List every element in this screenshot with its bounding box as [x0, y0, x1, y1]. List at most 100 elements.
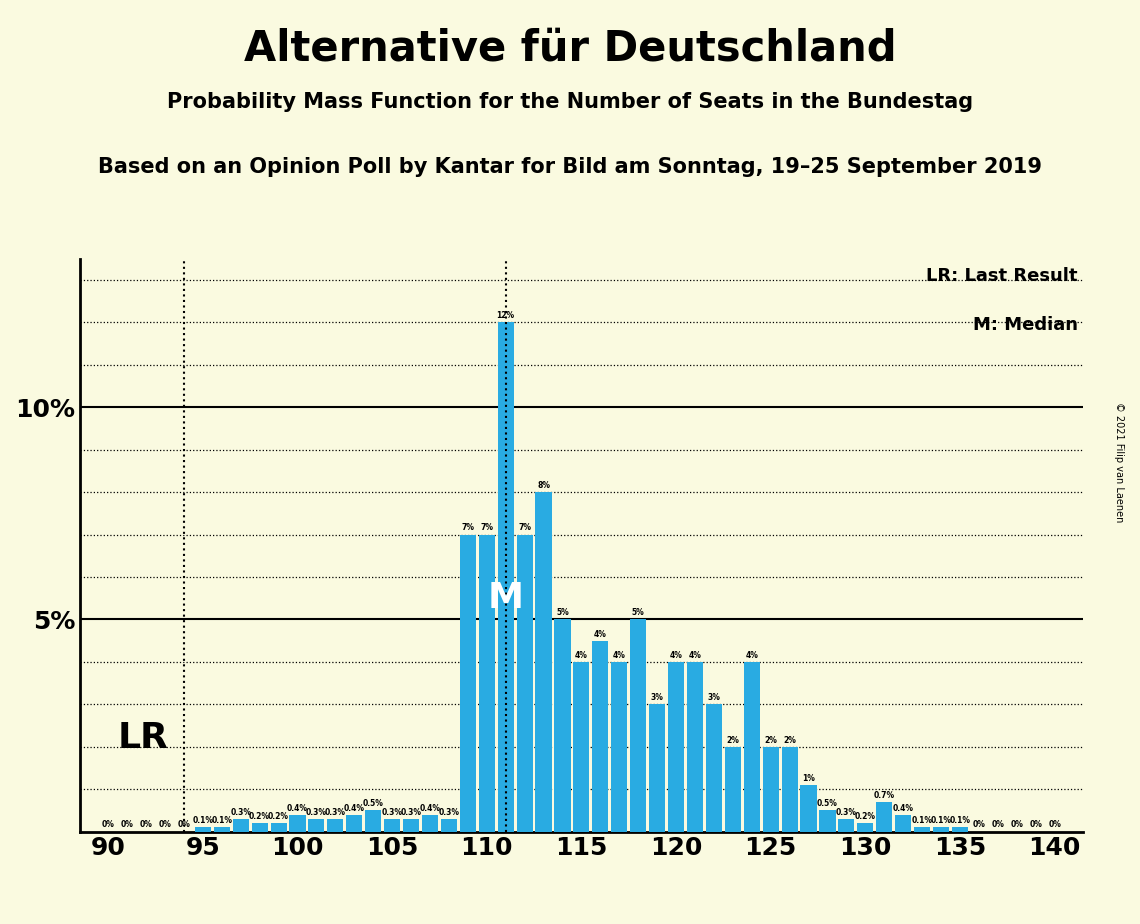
Text: 1%: 1%	[803, 773, 815, 783]
Bar	[952, 827, 968, 832]
Bar	[933, 827, 950, 832]
Text: 7%: 7%	[462, 523, 474, 532]
Text: 0.3%: 0.3%	[439, 808, 459, 817]
Bar	[213, 827, 230, 832]
Bar	[820, 810, 836, 832]
Bar	[554, 619, 570, 832]
Text: 0.2%: 0.2%	[268, 812, 290, 821]
Bar	[611, 662, 627, 832]
Text: 4%: 4%	[669, 650, 683, 660]
Bar	[706, 704, 722, 832]
Bar	[516, 535, 532, 832]
Text: 0.3%: 0.3%	[325, 808, 345, 817]
Bar	[347, 815, 363, 832]
Bar	[365, 810, 381, 832]
Text: 4%: 4%	[746, 650, 758, 660]
Bar	[404, 819, 420, 832]
Text: 0.1%: 0.1%	[211, 816, 233, 825]
Text: 0%: 0%	[158, 821, 171, 830]
Text: 0%: 0%	[1048, 821, 1061, 830]
Text: M: M	[488, 581, 523, 615]
Text: 0.4%: 0.4%	[420, 804, 440, 812]
Text: 0.1%: 0.1%	[950, 816, 970, 825]
Text: 0.1%: 0.1%	[193, 816, 213, 825]
Text: 3%: 3%	[651, 693, 663, 702]
Text: 2%: 2%	[783, 736, 796, 745]
Bar	[593, 640, 609, 832]
Text: 0.3%: 0.3%	[400, 808, 422, 817]
Text: 2%: 2%	[764, 736, 777, 745]
Bar	[649, 704, 665, 832]
Text: 4%: 4%	[689, 650, 701, 660]
Bar	[308, 819, 325, 832]
Bar	[498, 322, 514, 832]
Text: 0.4%: 0.4%	[344, 804, 365, 812]
Bar	[290, 815, 306, 832]
Bar	[441, 819, 457, 832]
Text: 0%: 0%	[972, 821, 985, 830]
Text: 5%: 5%	[556, 608, 569, 617]
Text: 5%: 5%	[632, 608, 644, 617]
Text: Probability Mass Function for the Number of Seats in the Bundestag: Probability Mass Function for the Number…	[166, 92, 974, 113]
Text: 0%: 0%	[1010, 821, 1024, 830]
Text: 0%: 0%	[139, 821, 153, 830]
Text: 0.7%: 0.7%	[873, 791, 895, 800]
Bar	[725, 747, 741, 832]
Text: 0.4%: 0.4%	[893, 804, 913, 812]
Bar	[877, 802, 893, 832]
Text: 12%: 12%	[497, 311, 515, 321]
Bar	[573, 662, 589, 832]
Text: 0.1%: 0.1%	[930, 816, 952, 825]
Bar	[914, 827, 930, 832]
Bar	[687, 662, 703, 832]
Text: M: Median: M: Median	[972, 316, 1078, 334]
Text: 0%: 0%	[101, 821, 115, 830]
Text: 0.5%: 0.5%	[817, 799, 838, 808]
Text: 2%: 2%	[726, 736, 739, 745]
Text: 4%: 4%	[613, 650, 626, 660]
Text: 0%: 0%	[992, 821, 1004, 830]
Text: 8%: 8%	[537, 481, 549, 490]
Bar	[630, 619, 646, 832]
Bar	[327, 819, 343, 832]
Text: 0.2%: 0.2%	[855, 812, 876, 821]
Text: 0.3%: 0.3%	[382, 808, 402, 817]
Text: 7%: 7%	[480, 523, 494, 532]
Text: 0.4%: 0.4%	[287, 804, 308, 812]
Bar	[233, 819, 249, 832]
Text: 0%: 0%	[1029, 821, 1042, 830]
Bar	[479, 535, 495, 832]
Bar	[270, 823, 286, 832]
Text: LR: LR	[117, 722, 169, 755]
Text: © 2021 Filip van Laenen: © 2021 Filip van Laenen	[1115, 402, 1124, 522]
Bar	[743, 662, 759, 832]
Text: 0.2%: 0.2%	[250, 812, 270, 821]
Text: 4%: 4%	[594, 629, 606, 638]
Bar	[668, 662, 684, 832]
Text: 3%: 3%	[708, 693, 720, 702]
Text: 0.3%: 0.3%	[306, 808, 327, 817]
Bar	[195, 827, 211, 832]
Bar	[459, 535, 475, 832]
Text: 0%: 0%	[178, 821, 190, 830]
Text: 0.1%: 0.1%	[912, 816, 933, 825]
Bar	[782, 747, 798, 832]
Text: 7%: 7%	[518, 523, 531, 532]
Text: 0.3%: 0.3%	[230, 808, 251, 817]
Text: Based on an Opinion Poll by Kantar for Bild am Sonntag, 19–25 September 2019: Based on an Opinion Poll by Kantar for B…	[98, 157, 1042, 177]
Bar	[838, 819, 855, 832]
Text: 0%: 0%	[121, 821, 133, 830]
Text: 4%: 4%	[575, 650, 588, 660]
Bar	[536, 492, 552, 832]
Bar	[857, 823, 873, 832]
Text: 0.5%: 0.5%	[363, 799, 384, 808]
Text: Alternative für Deutschland: Alternative für Deutschland	[244, 28, 896, 69]
Bar	[895, 815, 911, 832]
Text: LR: Last Result: LR: Last Result	[927, 267, 1078, 286]
Bar	[252, 823, 268, 832]
Bar	[800, 784, 816, 832]
Text: 0.3%: 0.3%	[836, 808, 857, 817]
Bar	[763, 747, 779, 832]
Bar	[422, 815, 438, 832]
Bar	[384, 819, 400, 832]
